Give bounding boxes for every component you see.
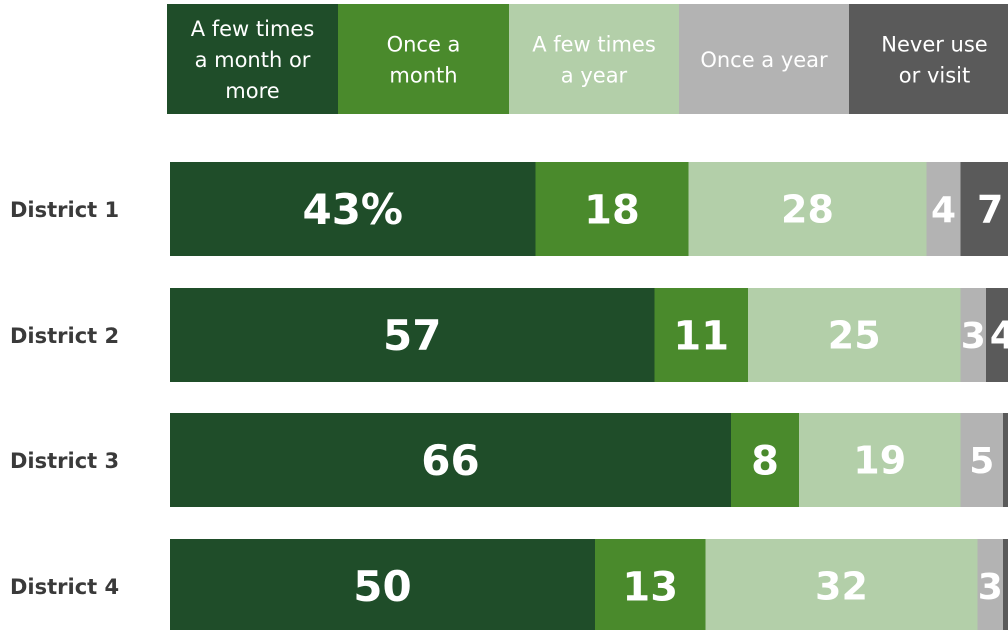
data-label: 13 bbox=[622, 564, 678, 610]
legend-label: Once a bbox=[387, 33, 461, 57]
bar-segment bbox=[960, 162, 1008, 256]
bar-row: District 3 66 8 19 5 bbox=[10, 413, 1008, 507]
data-label: 18 bbox=[584, 187, 640, 233]
category-label: District 3 bbox=[10, 449, 119, 473]
bar-segment bbox=[960, 413, 1003, 507]
data-label: 28 bbox=[781, 188, 834, 232]
legend-swatch bbox=[167, 4, 338, 114]
data-label: 43% bbox=[302, 185, 403, 234]
legend-item: Never use or visit bbox=[849, 4, 1008, 114]
category-label: District 1 bbox=[10, 198, 119, 222]
data-label: 4 bbox=[931, 190, 956, 231]
legend-label: A few times bbox=[191, 17, 315, 41]
data-label: 3 bbox=[961, 316, 986, 357]
bar-segment bbox=[170, 413, 731, 507]
bar-row: District 4 50 13 32 3 bbox=[10, 539, 1008, 630]
legend-label: A few times bbox=[532, 33, 656, 57]
legend-label: Never use bbox=[881, 33, 987, 57]
bar-segment bbox=[977, 539, 1003, 630]
legend-swatch bbox=[679, 4, 849, 114]
data-label: 66 bbox=[421, 436, 479, 485]
data-label: 5 bbox=[969, 441, 994, 482]
legend-swatch bbox=[849, 4, 1008, 114]
bar-segment bbox=[926, 162, 961, 256]
bar-segment bbox=[705, 539, 978, 630]
data-label: 19 bbox=[853, 439, 906, 483]
category-label: District 2 bbox=[10, 324, 119, 348]
bar-segment bbox=[731, 413, 799, 507]
bar-segment bbox=[1003, 539, 1008, 630]
data-label: 4 bbox=[990, 314, 1008, 358]
bar-segment bbox=[170, 539, 595, 630]
bar-segment bbox=[960, 288, 986, 382]
legend-label: month bbox=[389, 64, 457, 88]
legend-swatch bbox=[338, 4, 509, 114]
data-label: 8 bbox=[751, 438, 779, 484]
bar-segment bbox=[654, 288, 748, 382]
bar-segment bbox=[799, 413, 961, 507]
legend-label: or visit bbox=[899, 64, 970, 88]
data-label: 57 bbox=[383, 311, 441, 360]
legend-item: Once a month bbox=[338, 4, 509, 114]
data-label: 32 bbox=[815, 565, 868, 609]
legend-item: Once a year bbox=[679, 4, 849, 114]
data-label: 11 bbox=[673, 313, 729, 359]
bar-segment bbox=[748, 288, 961, 382]
bar-segment bbox=[535, 162, 689, 256]
legend-label: Once a year bbox=[700, 48, 828, 72]
bar-row: District 1 43% 18 28 4 7 bbox=[10, 162, 1008, 256]
bar-segment bbox=[170, 162, 536, 256]
legend-label: more bbox=[225, 79, 279, 103]
legend-item: A few times a year bbox=[509, 4, 679, 114]
category-label: District 4 bbox=[10, 575, 119, 599]
bar-row: District 2 57 11 25 3 4 bbox=[10, 288, 1008, 382]
data-label: 3 bbox=[978, 567, 1003, 608]
bar-segment bbox=[1003, 413, 1008, 507]
legend-item: A few times a month or more bbox=[167, 4, 338, 114]
data-label: 25 bbox=[828, 314, 881, 358]
bar-segment bbox=[688, 162, 927, 256]
data-label: 7 bbox=[977, 188, 1003, 232]
legend: A few times a month or more Once a month A fe… bbox=[167, 4, 1008, 114]
bar-segment bbox=[170, 288, 655, 382]
data-label: 50 bbox=[353, 562, 411, 611]
legend-label: a year bbox=[561, 64, 628, 88]
bar-segment bbox=[595, 539, 706, 630]
legend-label: a month or bbox=[195, 48, 311, 72]
bar-segment bbox=[986, 288, 1008, 382]
legend-swatch bbox=[509, 4, 679, 114]
